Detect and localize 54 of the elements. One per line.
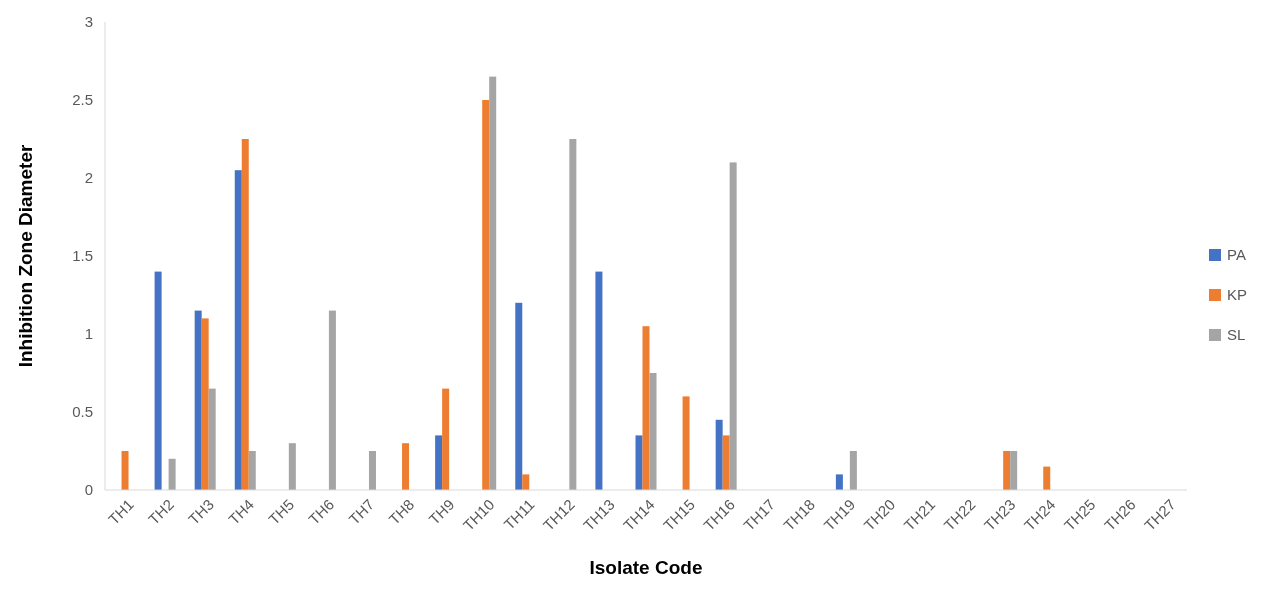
bar [248, 451, 256, 490]
x-tick-label: TH6 [305, 495, 338, 528]
bar [168, 458, 176, 490]
x-tick-label: TH4 [225, 495, 258, 528]
y-tick-label: 2 [84, 169, 93, 187]
bar [241, 139, 249, 490]
y-tick-label: 1.5 [72, 247, 93, 265]
bar [402, 443, 410, 490]
bar [595, 271, 603, 490]
bar [635, 435, 643, 490]
bar [642, 326, 650, 490]
y-tick-label: 2.5 [72, 91, 93, 109]
bar [729, 162, 737, 490]
bar [328, 310, 336, 490]
bar [154, 271, 162, 490]
bar [435, 435, 443, 490]
legend-label: SL [1227, 326, 1246, 344]
bar [569, 139, 577, 490]
x-axis-title: Isolate Code [589, 557, 703, 578]
x-tick-label: TH1 [104, 495, 137, 528]
x-tick-label: TH9 [425, 495, 458, 528]
bar [121, 451, 129, 490]
bar [489, 76, 497, 490]
bar [288, 443, 296, 490]
bar [722, 435, 730, 490]
bar [835, 474, 843, 490]
x-tick-label: TH7 [345, 495, 378, 528]
bar [368, 451, 376, 490]
x-tick-label: TH2 [144, 495, 177, 528]
bar [482, 100, 490, 490]
bar [1003, 451, 1011, 490]
bar [522, 474, 530, 490]
y-tick-label: 1 [84, 325, 93, 343]
y-tick-label: 3 [84, 13, 93, 31]
bar [515, 302, 523, 490]
bar [1043, 466, 1051, 490]
legend-label: PA [1227, 246, 1246, 264]
bar [442, 388, 450, 490]
bar [194, 310, 202, 490]
legend-label: KP [1227, 286, 1248, 304]
bar [234, 170, 242, 490]
y-axis-title: Inhibition Zone Diameter [15, 144, 36, 368]
y-tick-label: 0.5 [72, 403, 93, 421]
bar [682, 396, 690, 490]
bar [201, 318, 209, 490]
x-tick-label: TH3 [184, 495, 218, 528]
x-tick-label: TH8 [385, 495, 418, 528]
bar [1010, 451, 1018, 490]
bar [208, 388, 216, 490]
x-tick-label: TH5 [265, 495, 298, 528]
bar [715, 419, 723, 490]
y-tick-label: 0 [84, 481, 93, 499]
bar [649, 373, 657, 490]
bar [849, 451, 857, 490]
